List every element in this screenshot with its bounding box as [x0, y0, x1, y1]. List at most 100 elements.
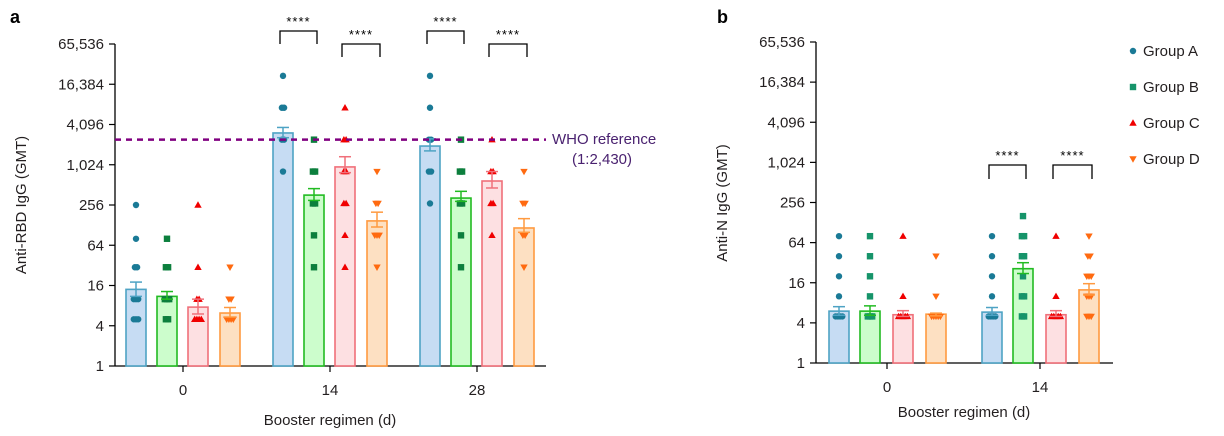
bar — [156, 295, 178, 367]
data-point — [342, 199, 350, 207]
data-point — [311, 168, 319, 175]
bar — [892, 313, 914, 364]
legend-item: Group D — [1129, 151, 1200, 168]
y-tick-label: 256 — [780, 195, 805, 212]
data-point — [375, 232, 383, 240]
data-point — [1020, 293, 1028, 300]
legend-item: Group C — [1129, 115, 1200, 132]
significance-bracket — [988, 164, 1027, 179]
data-point — [1019, 273, 1027, 280]
legend-label: Group C — [1143, 115, 1200, 132]
data-point — [280, 104, 288, 111]
y-tick-label: 4 — [96, 318, 104, 335]
data-point — [835, 232, 843, 240]
data-point — [1020, 253, 1028, 260]
data-point — [1020, 313, 1028, 320]
data-point — [488, 231, 496, 239]
data-point — [869, 313, 876, 320]
y-tick-label: 64 — [788, 235, 805, 252]
data-point — [310, 264, 318, 271]
data-point — [866, 253, 874, 260]
x-tick-label: 0 — [883, 379, 891, 396]
significance-bracket — [1052, 164, 1093, 179]
data-point — [163, 235, 171, 242]
who-reference-value: (1:2,430) — [572, 151, 632, 168]
data-point — [132, 201, 140, 209]
bar — [450, 197, 472, 367]
data-point — [279, 72, 287, 80]
bar — [513, 227, 535, 367]
data-point — [1087, 313, 1095, 321]
x-tick-label: 0 — [179, 382, 187, 399]
data-point — [1052, 292, 1060, 300]
data-point — [992, 313, 999, 320]
data-point — [835, 273, 843, 280]
data-point — [835, 253, 843, 260]
legend: Group A Group B Group C Group D — [1129, 43, 1200, 168]
panel-a-y-axis-title: Anti-RBD IgG (GMT) — [13, 136, 30, 274]
data-point — [132, 235, 140, 242]
panel-a-x-axis-title: Booster regimen (d) — [264, 412, 397, 429]
significance-bracket — [426, 30, 465, 44]
data-point — [133, 264, 141, 271]
data-point — [1087, 273, 1095, 280]
data-point — [839, 313, 846, 320]
data-point — [988, 232, 996, 240]
y-tick-label: 256 — [79, 197, 104, 214]
bar — [1045, 313, 1067, 364]
panel-a-letter: a — [10, 7, 21, 27]
panel-b-letter: b — [717, 7, 728, 27]
y-tick-label: 1 — [96, 358, 104, 375]
data-point — [226, 264, 234, 271]
legend-marker-icon — [1129, 83, 1137, 91]
data-point — [457, 264, 465, 271]
data-point — [341, 263, 349, 270]
data-point — [932, 253, 940, 260]
panel-b-y-axis-title: Anti-N IgG (GMT) — [714, 144, 731, 262]
panel-b-x-axis-title: Booster regimen (d) — [898, 404, 1031, 421]
y-tick-label: 1 — [797, 355, 805, 372]
data-point — [227, 296, 235, 303]
y-tick-label: 16,384 — [759, 74, 805, 91]
data-point — [341, 231, 349, 239]
data-point — [899, 232, 907, 239]
bar — [187, 306, 209, 367]
y-tick-label: 4 — [797, 315, 805, 332]
bar — [481, 180, 503, 367]
x-tick-label: 14 — [322, 382, 339, 399]
data-point — [426, 200, 434, 207]
data-point — [427, 168, 435, 175]
data-point — [164, 264, 172, 271]
data-point — [866, 293, 874, 300]
data-point — [373, 264, 381, 271]
data-point — [835, 293, 843, 300]
legend-label: Group B — [1143, 79, 1199, 96]
data-point — [194, 201, 202, 208]
data-point — [458, 168, 466, 175]
data-point — [426, 104, 434, 111]
data-point — [311, 200, 319, 207]
significance-label: **** — [349, 27, 373, 42]
data-point — [988, 273, 996, 280]
y-tick-label: 16 — [788, 275, 805, 292]
data-point — [279, 168, 287, 175]
x-tick-label: 14 — [1032, 379, 1049, 396]
data-point — [135, 316, 142, 323]
y-tick-label: 16,384 — [58, 76, 104, 93]
data-point — [1086, 253, 1094, 260]
data-point — [1085, 233, 1093, 240]
data-point — [135, 295, 142, 303]
data-point — [1020, 232, 1028, 240]
y-tick-label: 16 — [87, 278, 104, 295]
data-point — [341, 104, 349, 111]
x-tick-label: 28 — [469, 382, 486, 399]
legend-item: Group B — [1129, 79, 1199, 96]
data-point — [426, 72, 434, 80]
data-point — [866, 232, 874, 240]
bar — [272, 132, 294, 367]
y-tick-label: 4,096 — [66, 117, 104, 134]
data-point — [520, 264, 528, 271]
